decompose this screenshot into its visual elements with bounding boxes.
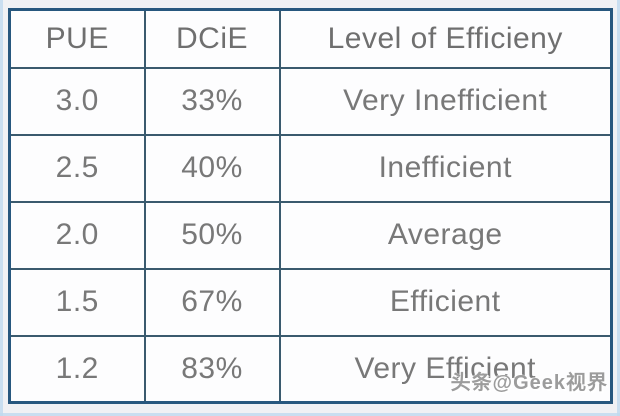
pue-dcie-efficiency-table: PUE DCiE Level of Efficieny 3.0 33% Very… [8,8,613,404]
cell-pue: 2.5 [8,133,146,203]
edge-tint-bottom [0,413,620,416]
cell-pue: 1.2 [8,334,146,404]
cell-dcie: 33% [143,66,281,136]
cell-level: Very Inefficient [278,66,613,136]
table-row: 1.2 83% Very Efficient [8,334,613,404]
table-row: 2.5 40% Inefficient [8,133,613,203]
header-cell-level-of-efficiency: Level of Efficieny [278,8,613,69]
edge-tint-left [0,0,3,416]
header-cell-pue: PUE [8,8,146,69]
table-row: 3.0 33% Very Inefficient [8,66,613,136]
cell-dcie: 40% [143,133,281,203]
cell-dcie: 50% [143,200,281,270]
cell-dcie: 67% [143,267,281,337]
cell-pue: 3.0 [8,66,146,136]
table-row: 2.0 50% Average [8,200,613,270]
cell-pue: 2.0 [8,200,146,270]
cell-level: Efficient [278,267,613,337]
cell-dcie: 83% [143,334,281,404]
table-row: 1.5 67% Efficient [8,267,613,337]
cell-level: Very Efficient [278,334,613,404]
edge-tint-right [617,0,620,416]
header-row: PUE DCiE Level of Efficieny [8,8,613,69]
cell-level: Inefficient [278,133,613,203]
cell-pue: 1.5 [8,267,146,337]
header-cell-dcie: DCiE [143,8,281,69]
cell-level: Average [278,200,613,270]
